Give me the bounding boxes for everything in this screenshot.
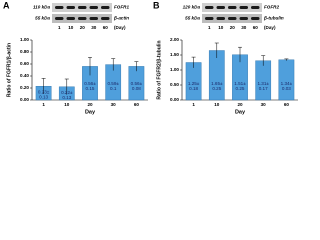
value-label: 0.23±: [38, 89, 50, 94]
lane-label: 1: [58, 25, 61, 30]
value-label: 1.65±: [211, 81, 223, 86]
band-size: 110 kDa: [33, 5, 50, 10]
band-name: FGFR2: [264, 5, 280, 10]
y-tick-label: 0.50: [170, 82, 179, 87]
y-tick-label: 0.00: [20, 97, 29, 102]
x-axis-label: Day: [85, 109, 96, 115]
band-name: β-tubulin: [263, 16, 284, 21]
x-tick-label: 10: [64, 102, 70, 107]
x-tick-label: 1: [42, 102, 45, 107]
error-label: 0.08: [132, 86, 141, 91]
blot-band: [78, 6, 87, 9]
error-label: 0.25: [236, 86, 245, 91]
x-tick-label: 20: [237, 102, 243, 107]
x-tick-label: 1: [192, 102, 195, 107]
figure: A 110 kDa FGFR1 55 kDa β-actin 1 10 20 30 60 (Day)…: [3, 0, 298, 115]
lane-label: 20: [230, 25, 236, 30]
lane-label: 30: [241, 25, 247, 30]
value-label: 1.34±: [281, 81, 293, 86]
lane-label: 60: [103, 25, 109, 30]
band-size: 55 kDa: [35, 16, 50, 21]
blot-band: [89, 17, 98, 20]
y-tick-label: 0.80: [20, 49, 29, 54]
y-tick-label: 1.50: [170, 52, 179, 57]
y-tick-label: 0.40: [20, 73, 29, 78]
error-label: 0.25: [212, 86, 221, 91]
error-label: 0.18: [189, 86, 198, 91]
band-size: 55 kDa: [185, 16, 200, 21]
value-label: 0.59±: [107, 81, 119, 86]
y-tick-label: 0.60: [20, 61, 29, 66]
value-label: 1.25±: [188, 81, 200, 86]
y-tick-label: 1.00: [20, 37, 29, 42]
blot-band: [239, 6, 248, 9]
y-axis-label: Ratio of FGFR1/β-actin: [6, 43, 12, 97]
x-tick-label: 20: [87, 102, 93, 107]
blot-band: [89, 6, 98, 9]
blot-band: [251, 17, 260, 20]
error-label: 0.1: [110, 86, 117, 91]
x-tick-label: 60: [284, 102, 290, 107]
blot-band: [239, 17, 248, 20]
x-tick-label: 10: [214, 102, 220, 107]
value-label: 1.51±: [234, 81, 246, 86]
lane-label: 20: [80, 25, 86, 30]
blot-band: [55, 17, 64, 20]
lane-unit: (Day): [114, 25, 126, 30]
blot-band: [205, 17, 214, 20]
x-axis-label: Day: [235, 109, 246, 115]
blot-band: [101, 6, 110, 9]
y-tick-label: 0.00: [170, 97, 179, 102]
band-name: FGFR1: [114, 5, 130, 10]
panel-label: B: [153, 0, 160, 10]
value-label: 1.31±: [257, 81, 269, 86]
lane-label: 60: [253, 25, 259, 30]
blot-band: [228, 6, 237, 9]
band-size: 120 kDa: [183, 5, 201, 10]
error-label: 0.03: [282, 86, 291, 91]
blot-band: [66, 6, 75, 9]
error-label: 0.13: [62, 95, 71, 100]
blot-band: [101, 17, 110, 20]
blot-band: [66, 17, 75, 20]
y-tick-label: 1.00: [170, 67, 179, 72]
bar: [278, 59, 295, 101]
blot-band: [251, 6, 260, 9]
panel-label: A: [3, 0, 10, 10]
lane-label: 30: [91, 25, 97, 30]
lane-label: 10: [68, 25, 74, 30]
blot-band: [216, 17, 225, 20]
blot-band: [205, 6, 214, 9]
page: A 110 kDa FGFR1 55 kDa β-actin 1 10 20 30 60 (Day)…: [0, 0, 320, 117]
x-tick-label: 30: [111, 102, 117, 107]
blot-band: [78, 17, 87, 20]
value-label: 0.22±: [61, 90, 73, 95]
lane-unit: (Day): [264, 25, 276, 30]
blot-band: [55, 6, 64, 9]
y-tick-label: 2.00: [170, 37, 179, 42]
x-tick-label: 60: [134, 102, 140, 107]
error-label: 0.17: [259, 86, 268, 91]
lane-label: 1: [208, 25, 211, 30]
blot-band: [228, 17, 237, 20]
error-label: 0.15: [86, 86, 95, 91]
value-label: 0.56±: [84, 81, 96, 86]
value-label: 0.56±: [131, 81, 143, 86]
x-tick-label: 30: [261, 102, 267, 107]
lane-label: 10: [218, 25, 224, 30]
error-label: 0.13: [39, 94, 48, 99]
y-axis-label: Ratio of FGFR2/β-tubulin: [156, 40, 162, 99]
blot-band: [216, 6, 225, 9]
band-name: β-actin: [113, 16, 129, 21]
y-tick-label: 0.20: [20, 85, 29, 90]
